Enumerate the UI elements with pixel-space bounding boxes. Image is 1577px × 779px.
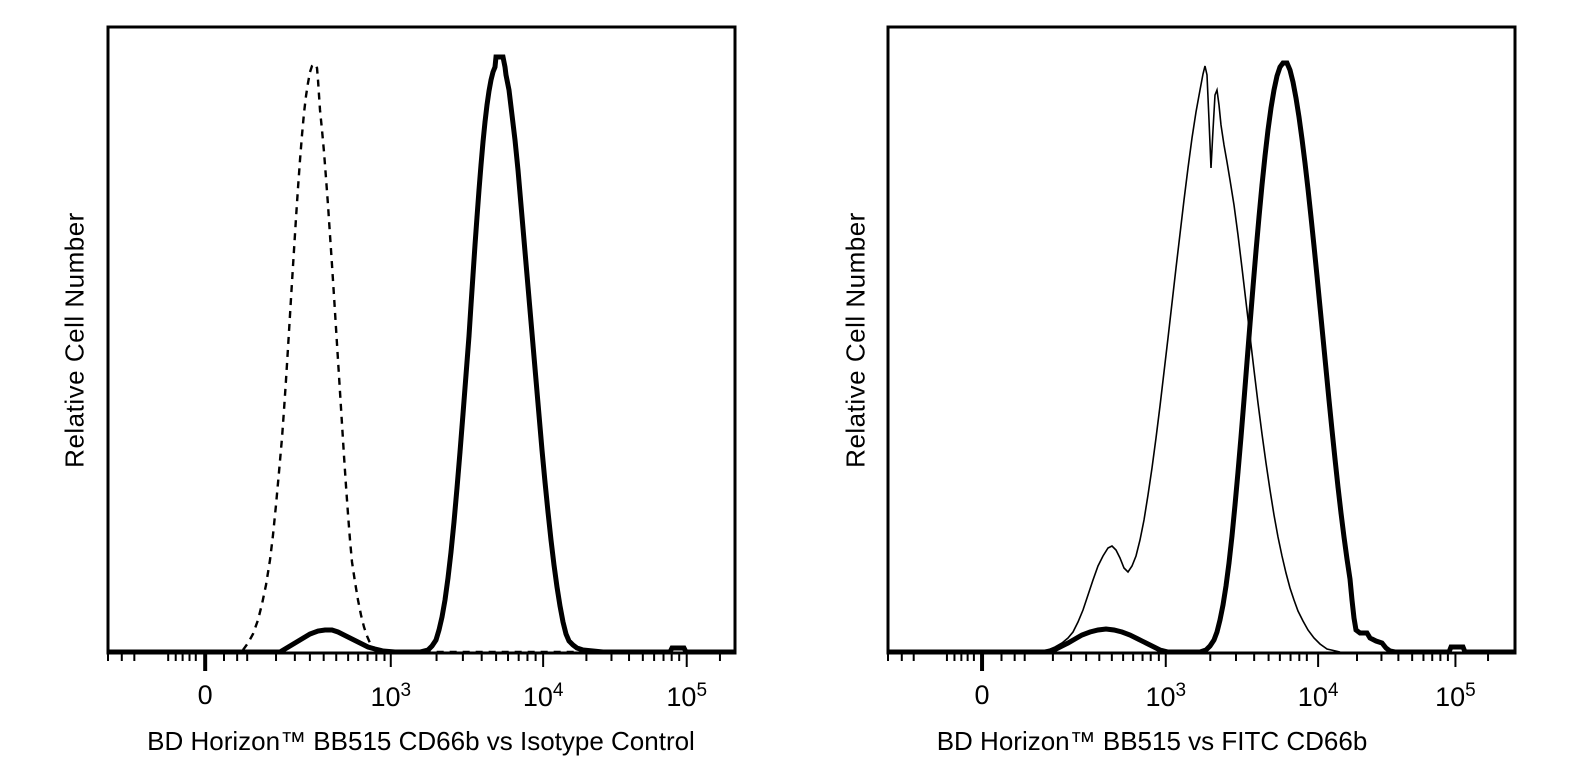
x-tick-label: 104 [1297,680,1339,712]
x-tick-label: 0 [197,680,213,710]
histogram-curve-thin [1039,65,1341,653]
left-y-axis-label: Relative Cell Number [59,212,90,468]
right-x-axis-caption: BD Horizon™ BB515 vs FITC CD66b [936,726,1368,756]
right-histogram-plot [886,25,1517,671]
histogram-curve-bold [888,60,1515,655]
plot-border [106,25,737,655]
x-tick-label: 103 [1145,680,1187,712]
plot-border [886,25,1517,655]
right-y-axis-label: Relative Cell Number [840,212,871,468]
x-tick-label: 0 [974,680,990,710]
x-tick-label: 103 [370,680,412,712]
x-tick-label: 104 [522,680,564,712]
x-tick-label: 105 [1435,680,1476,712]
left-x-axis-caption: BD Horizon™ BB515 CD66b vs Isotype Contr… [147,726,695,756]
left-histogram-plot [106,25,737,671]
histogram-curve-bold [108,54,735,655]
x-tick-label: 105 [666,680,708,712]
histogram-curve-dashed [229,62,625,654]
